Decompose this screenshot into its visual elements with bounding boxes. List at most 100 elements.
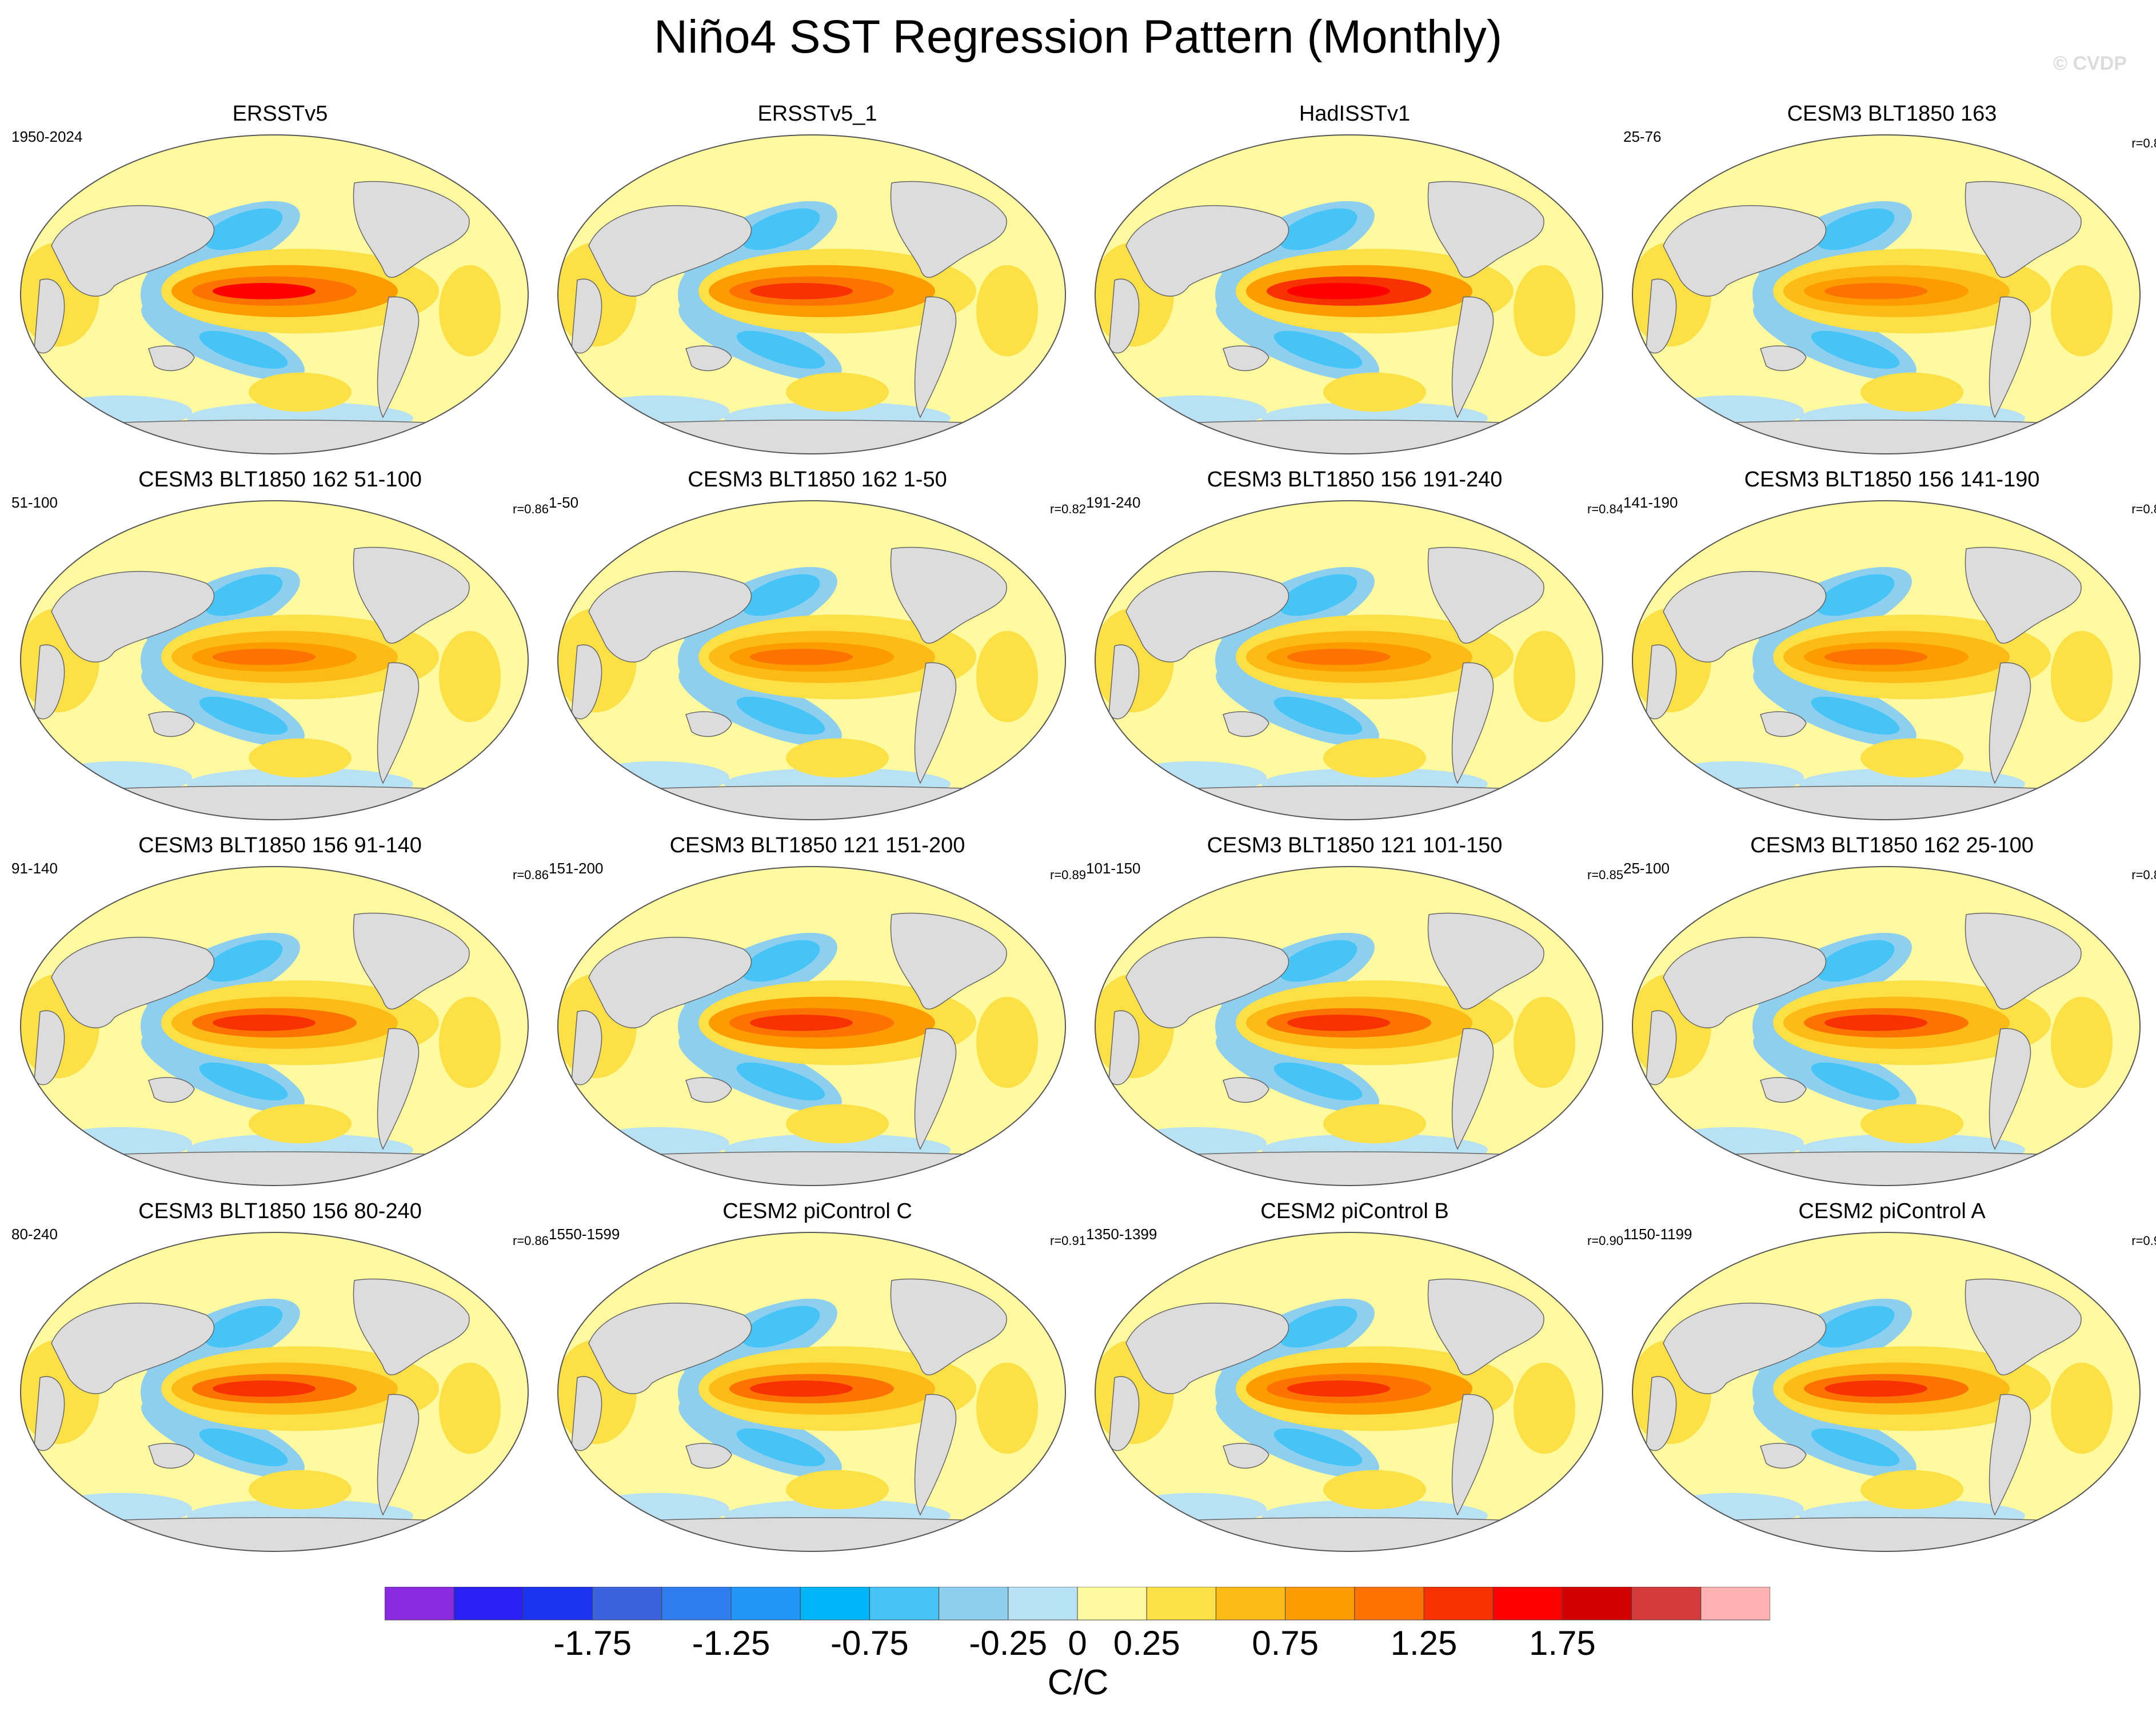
panel-title: CESM2 piControl B: [1260, 1199, 1449, 1223]
map-border: [557, 866, 1066, 1186]
land-mass: [914, 662, 957, 784]
sst-contour-region: [786, 1104, 889, 1144]
sst-contour-region: [741, 574, 820, 616]
panel-title: CESM3 BLT1850 156 91-140: [138, 833, 422, 857]
map-panel: CESM3 BLT1850 162 1-50 1-50 r=0.82: [549, 468, 1086, 833]
land-mass: [377, 662, 420, 784]
sst-contour-region: [1824, 649, 1927, 665]
sst-regression-map: [557, 134, 1066, 454]
land-mass: [21, 1517, 528, 1551]
land-mass: [1125, 205, 1289, 297]
sst-contour-region: [199, 696, 288, 735]
sst-contour-region: [1514, 265, 1575, 357]
sst-contour-region: [204, 1306, 283, 1348]
sst-regression-map: [557, 1232, 1066, 1552]
land-mass: [558, 785, 1065, 820]
land-mass: [34, 278, 65, 354]
panel-years-label: 1-50: [549, 494, 579, 511]
land-mass: [914, 1028, 957, 1150]
land-mass: [353, 546, 470, 644]
colorbar-swatch: [1562, 1587, 1632, 1621]
panel-years-label: 91-140: [11, 860, 58, 877]
land-mass: [890, 181, 1007, 278]
land-mass: [21, 1151, 528, 1186]
sst-contour-region: [1279, 940, 1358, 982]
panel-title: CESM3 BLT1850 121 101-150: [1207, 833, 1503, 857]
sst-contour-region: [204, 940, 283, 982]
panel-years-label: 1950-2024: [11, 128, 83, 145]
panel-title: CESM3 BLT1850 162 25-100: [1750, 833, 2034, 857]
sst-regression-map: [557, 500, 1066, 820]
land-mass: [1108, 278, 1140, 354]
land-mass: [2080, 1250, 2124, 1286]
panel-title: CESM3 BLT1850 162 1-50: [688, 468, 947, 492]
land-mass: [1451, 296, 1494, 418]
colorbar-tick-label: 1.75: [1529, 1624, 1596, 1662]
panel-correlation-label: r=0.91: [1050, 1234, 1086, 1248]
panel-years-label: 25-100: [1623, 860, 1670, 877]
panel-correlation-label: r=0.84: [1587, 502, 1623, 516]
land-mass: [1427, 181, 1544, 278]
sst-field: [1632, 867, 2140, 1186]
map-border: [1632, 866, 2141, 1186]
sst-contour-region: [1824, 283, 1927, 300]
land-mass: [148, 1077, 195, 1103]
map-border: [1095, 500, 1603, 820]
land-mass: [468, 518, 512, 554]
land-mass: [588, 1302, 752, 1394]
land-mass: [51, 570, 215, 663]
land-mass: [1646, 1010, 1677, 1086]
sst-contour-region: [1816, 208, 1895, 250]
land-mass: [588, 936, 752, 1028]
land-mass: [34, 1010, 65, 1086]
sst-contour-region: [204, 574, 283, 616]
sst-field: [21, 135, 528, 454]
sst-regression-map: [1632, 866, 2141, 1186]
land-mass: [588, 570, 752, 663]
colorbar-swatch: [522, 1587, 593, 1621]
land-mass: [51, 205, 215, 297]
panel-title: CESM3 BLT1850 121 151-200: [669, 833, 965, 857]
sst-contour-region: [750, 1380, 853, 1397]
map-panel: CESM3 BLT1850 156 141-190 141-190 r=0.8: [1623, 468, 2156, 833]
land-mass: [377, 1028, 420, 1150]
panel-correlation-label: r=0.8: [2131, 136, 2156, 150]
land-mass: [1965, 181, 2082, 278]
colorbar-tick-label: -1.75: [553, 1624, 632, 1662]
land-mass: [571, 1010, 602, 1086]
sst-contour-region: [1860, 738, 1963, 778]
sst-contour-region: [1287, 283, 1390, 300]
sst-contour-region: [741, 208, 820, 250]
colorbar-swatch: [730, 1587, 801, 1621]
sst-regression-map: [20, 1232, 529, 1552]
sst-contour-region: [1273, 330, 1363, 369]
land-mass: [1095, 1517, 1603, 1551]
land-mass: [588, 205, 752, 297]
sst-contour-region: [1287, 649, 1390, 665]
land-mass: [1095, 785, 1603, 820]
sst-contour-region: [976, 630, 1038, 723]
land-mass: [1760, 345, 1807, 372]
panel-years-label: 51-100: [11, 494, 58, 511]
land-mass: [1663, 936, 1827, 1028]
map-panel: CESM3 BLT1850 162 25-100 25-100 r=0.8: [1623, 833, 2156, 1199]
sst-field: [21, 501, 528, 820]
map-border: [1095, 1232, 1603, 1552]
colorbar-swatch: [869, 1587, 940, 1621]
sst-contour-region: [2051, 1362, 2113, 1454]
colorbar-swatch: [1631, 1587, 1702, 1621]
sst-contour-region: [1824, 1380, 1927, 1397]
panel-title: CESM3 BLT1850 156 141-190: [1744, 468, 2040, 492]
map-panel: CESM3 BLT1850 121 101-150 101-150 r=0.85: [1086, 833, 1623, 1199]
map-panel: CESM2 piControl C 1550-1599 r=0.91: [549, 1199, 1086, 1565]
land-mass: [468, 1250, 512, 1286]
land-mass: [571, 1376, 602, 1451]
sst-contour-region: [736, 1428, 825, 1467]
panel-years-label: 25-76: [1623, 128, 1662, 145]
map-panel: CESM3 BLT1850 162 51-100 51-100 r=0.86: [11, 468, 549, 833]
panel-title: CESM3 BLT1850 156 191-240: [1207, 468, 1503, 492]
colorbar-tick-label: 0.75: [1252, 1624, 1319, 1662]
sst-contour-region: [750, 649, 853, 665]
sst-contour-region: [1273, 1062, 1363, 1101]
sst-contour-region: [1279, 1306, 1358, 1348]
